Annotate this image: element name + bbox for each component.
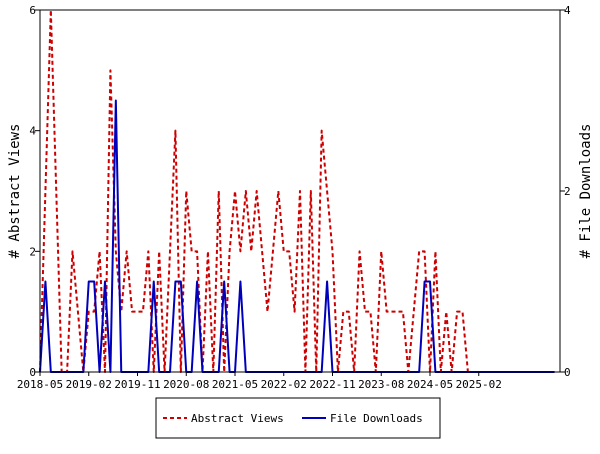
x-tick-label: 2022-02 xyxy=(261,378,307,391)
x-tick-label: 2022-11 xyxy=(309,378,355,391)
x-tick-label: 2023-08 xyxy=(358,378,404,391)
x-tick-label: 2025-02 xyxy=(456,378,502,391)
legend-box xyxy=(155,397,441,439)
series-layer xyxy=(39,9,555,373)
legend-label-file-downloads: File Downloads xyxy=(330,412,423,425)
x-tick-label: 2021-05 xyxy=(212,378,258,391)
x-tick-label: 2019-11 xyxy=(114,378,160,391)
x-tick-label: 2018-05 xyxy=(17,378,63,391)
legend: Abstract Views File Downloads xyxy=(155,397,441,439)
y-right-tick-label: 2 xyxy=(564,185,571,198)
y-axis-left-title: # Abstract Views xyxy=(7,124,23,259)
y-left-tick-label: 4 xyxy=(29,125,36,138)
x-tick-label: 2024-05 xyxy=(407,378,453,391)
series-line-file-downloads xyxy=(39,99,555,373)
legend-label-abstract-views: Abstract Views xyxy=(191,412,284,425)
y-left-tick-label: 2 xyxy=(29,245,36,258)
y-left-tick-label: 6 xyxy=(29,4,36,17)
y-right-tick-label: 4 xyxy=(564,4,571,17)
y-axis-right-title: # File Downloads xyxy=(578,124,594,259)
x-tick-label: 2019-02 xyxy=(66,378,112,391)
axes-layer: 0 2 4 6 0 2 4 2018-05 2019-02 2019-11 2020-08 2021-… xyxy=(17,4,571,391)
y-left-tick-label: 0 xyxy=(29,366,36,379)
x-tick-label: 2020-08 xyxy=(163,378,209,391)
y-right-tick-label: 0 xyxy=(564,366,571,379)
